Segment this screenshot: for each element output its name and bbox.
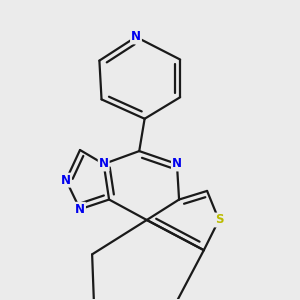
Text: N: N: [99, 158, 109, 170]
Text: N: N: [75, 203, 85, 216]
Text: N: N: [61, 174, 71, 187]
Text: N: N: [172, 158, 182, 170]
Text: S: S: [215, 214, 223, 226]
Text: N: N: [131, 30, 141, 44]
